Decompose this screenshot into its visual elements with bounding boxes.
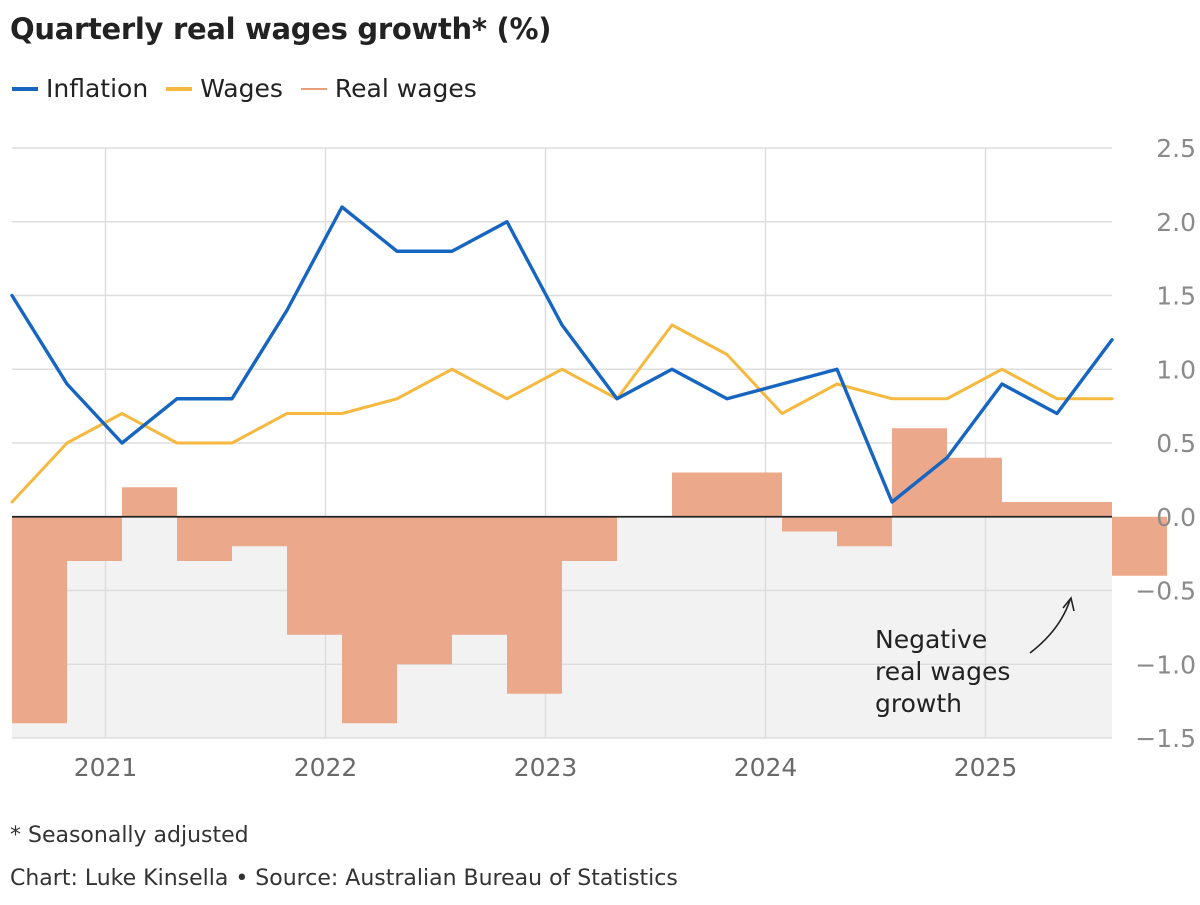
real-wages-bar-16 bbox=[892, 428, 947, 517]
y-tick-label-3: 1.0 bbox=[1156, 355, 1196, 384]
real-wages-bar-15 bbox=[837, 516, 892, 547]
x-tick-label-2021: 2021 bbox=[74, 753, 138, 782]
x-axis-ticks: 2021 2022 2023 2024 2025 bbox=[74, 753, 1018, 782]
y-tick-label-7: −1.0 bbox=[1135, 650, 1196, 679]
annotation-line-3: growth bbox=[875, 689, 962, 718]
annotation-arrow bbox=[1029, 599, 1071, 654]
x-tick-label-2024: 2024 bbox=[734, 753, 798, 782]
legend: Inflation Wages Real wages bbox=[12, 74, 495, 103]
inflation-line bbox=[10, 205, 1114, 504]
real-wages-bar-20 bbox=[1112, 516, 1167, 576]
chart-plot: 2.52.01.51.00.50.0−0.5−1.0−1.5 2021 2022 2… bbox=[10, 134, 1196, 782]
legend-item-inflation: Inflation bbox=[12, 74, 148, 103]
real-wages-bar-8 bbox=[452, 516, 507, 635]
legend-label-inflation: Inflation bbox=[46, 74, 149, 103]
y-tick-label-0: 2.5 bbox=[1156, 134, 1196, 163]
y-tick-label-2: 1.5 bbox=[1156, 282, 1196, 311]
legend-item-real-wages: Real wages bbox=[300, 74, 477, 103]
real-wages-bar-7 bbox=[397, 516, 452, 665]
series-lines bbox=[10, 205, 1114, 504]
real-wages-bar-3 bbox=[177, 516, 232, 561]
real-wages-bar-18 bbox=[1002, 502, 1057, 517]
real-wages-bar-17 bbox=[947, 457, 1002, 517]
real-wages-bar-2 bbox=[122, 487, 177, 517]
gridlines bbox=[12, 147, 1112, 739]
chart-title: Quarterly real wages growth* (%) bbox=[10, 12, 552, 46]
legend-label-real-wages: Real wages bbox=[334, 74, 477, 103]
real-wages-bar-0 bbox=[12, 516, 67, 724]
source-credit: Chart: Luke Kinsella • Source: Australia… bbox=[10, 866, 678, 891]
legend-item-wages: Wages bbox=[166, 74, 283, 103]
legend-swatch-real-wages bbox=[300, 87, 327, 90]
x-tick-label-2023: 2023 bbox=[514, 753, 578, 782]
annotation: Negative real wages growth bbox=[875, 596, 1075, 718]
y-tick-label-4: 0.5 bbox=[1156, 429, 1196, 458]
real-wages-bar-4 bbox=[232, 516, 287, 547]
x-tick-label-2022: 2022 bbox=[294, 753, 358, 782]
real-wages-bar-10 bbox=[562, 516, 617, 561]
real-wages-bar-13 bbox=[727, 472, 782, 517]
real-wages-bar-19 bbox=[1057, 502, 1112, 517]
legend-label-wages: Wages bbox=[200, 74, 283, 103]
y-tick-label-1: 2.0 bbox=[1156, 208, 1196, 237]
footnote: * Seasonally adjusted bbox=[10, 823, 249, 848]
real-wages-bar-6 bbox=[342, 516, 397, 724]
y-axis-ticks: 2.5 2.0 1.5 1.0 0.5 0.0 −0.5 −1.0 −1.5 bbox=[1135, 134, 1196, 753]
wages-line bbox=[10, 323, 1114, 504]
x-tick-label-2025: 2025 bbox=[954, 753, 1018, 782]
y-tick-label-6: −0.5 bbox=[1135, 577, 1196, 606]
real-wages-bar-9 bbox=[507, 516, 562, 694]
y-tick-label-8: −1.5 bbox=[1135, 724, 1196, 753]
legend-swatch-wages bbox=[166, 86, 193, 91]
real-wages-bars bbox=[12, 428, 1167, 724]
real-wages-bar-14 bbox=[782, 516, 837, 532]
annotation-arrow-head bbox=[1062, 596, 1075, 612]
annotation-line-1: Negative bbox=[875, 625, 987, 654]
legend-swatch-inflation bbox=[12, 86, 38, 91]
y-tick-label-5: 0.0 bbox=[1156, 503, 1196, 532]
real-wages-bar-1 bbox=[67, 516, 122, 561]
real-wages-bar-12 bbox=[672, 472, 727, 517]
annotation-line-2: real wages bbox=[875, 657, 1010, 686]
real-wages-bar-5 bbox=[287, 516, 342, 635]
